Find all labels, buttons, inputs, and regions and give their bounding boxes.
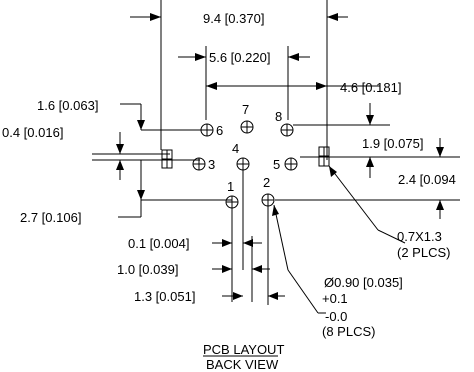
dim-bottom-1-label: 0.1 [0.004]: [128, 236, 189, 251]
pin-label-3: 3: [208, 157, 215, 172]
dim-overall-width: 9.4 [0.370]: [130, 0, 348, 160]
dim-left-1-label: 1.6 [0.063]: [37, 98, 98, 113]
hole-1: [225, 195, 239, 209]
slot-note-line2: (2 PLCS): [397, 245, 450, 260]
slot-note-line1: 0.7X1.3: [397, 229, 442, 244]
slot-callout: 0.7X1.3 (2 PLCS): [328, 165, 450, 260]
hole-7: [240, 120, 254, 134]
hole-6: [200, 123, 214, 137]
dim-inner-width-label: 5.6 [0.220]: [209, 50, 270, 65]
dim-overall-width-label: 9.4 [0.370]: [203, 11, 264, 26]
dim-right-2-label: 2.4 [0.094: [398, 172, 456, 187]
pin-label-7: 7: [242, 102, 249, 117]
hole-callout: Ø0.90 [0.035] +0.1 -0.0 (8 PLCS): [272, 204, 403, 339]
pin-label-8: 8: [275, 109, 282, 124]
hole-5: [284, 157, 298, 171]
dim-right-1-label: 1.9 [0.075]: [362, 136, 423, 151]
dim-left-2-label: 0.4 [0.016]: [2, 125, 63, 140]
hole-note-line3: -0.0: [325, 309, 347, 324]
hole-note-line1: Ø0.90 [0.035]: [324, 275, 403, 290]
pin-label-6: 6: [216, 123, 223, 138]
pin-label-1: 1: [227, 179, 234, 194]
dim-bottom-3-label: 1.3 [0.051]: [134, 289, 195, 304]
dim-bottom-2-label: 1.0 [0.039]: [117, 262, 178, 277]
left-slot: [161, 149, 173, 169]
hole-3: [192, 157, 206, 171]
title-line1: PCB LAYOUT: [203, 342, 284, 357]
drawing-title: PCB LAYOUT BACK VIEW: [203, 342, 284, 372]
dim-bottom: 0.1 [0.004] 1.0 [0.039] 1.3 [0.051]: [117, 170, 285, 305]
dim-right-offset: 4.6 [0.181]: [206, 80, 401, 95]
dim-right-vertical: 1.9 [0.075] 2.4 [0.094: [275, 103, 460, 219]
right-slot: [318, 146, 330, 167]
title-line2: BACK VIEW: [206, 357, 279, 372]
pin-label-5: 5: [273, 157, 280, 172]
dim-left-3-label: 2.7 [0.106]: [20, 210, 81, 225]
dim-inner-width: 5.6 [0.220]: [178, 46, 310, 120]
hole-note-line2: +0.1: [322, 291, 348, 306]
hole-note-line4: (8 PLCS): [322, 324, 375, 339]
pin-label-4: 4: [232, 141, 239, 156]
hole-4: [236, 157, 250, 171]
dim-left-vertical: 1.6 [0.063] 0.4 [0.016] 2.7 [0.106]: [2, 98, 232, 225]
dim-right-offset-label: 4.6 [0.181]: [340, 80, 401, 95]
hole-2: [261, 193, 275, 207]
hole-8: [280, 123, 294, 137]
pin-label-2: 2: [263, 175, 270, 190]
